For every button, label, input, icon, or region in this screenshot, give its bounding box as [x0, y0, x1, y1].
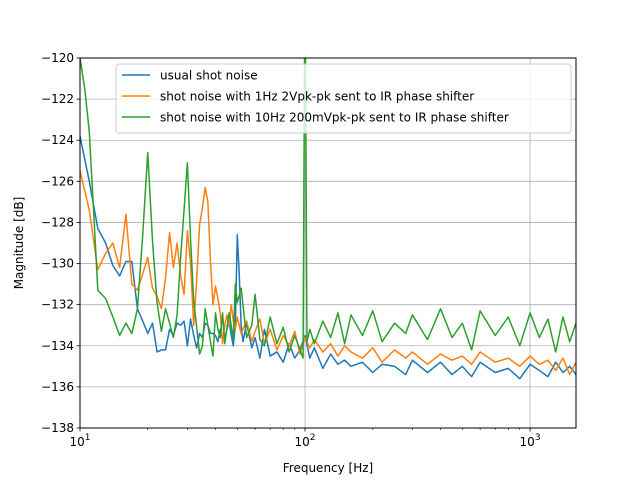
y-tick-label: −120 [41, 51, 74, 65]
series-group [80, 58, 576, 380]
y-tick-label: −122 [41, 92, 74, 106]
series-line-2 [80, 170, 576, 376]
legend-label-3: shot noise with 10Hz 200mVpk-pk sent to … [160, 111, 509, 125]
series-line-1 [80, 135, 576, 380]
x-tick-label: 101 [69, 433, 90, 449]
plot-frame [79, 57, 577, 429]
y-tick-label: −124 [41, 133, 74, 147]
legend-label-2: shot noise with 1Hz 2Vpk-pk sent to IR p… [160, 90, 474, 104]
x-tick-label: 103 [520, 433, 541, 449]
y-tick-label: −138 [41, 421, 74, 435]
ticks: −138 −136 −134 −132 −130 −128 −126 −124 −122 −120… [41, 51, 541, 449]
y-axis-label: Magnitude [dB] [12, 197, 26, 290]
y-tick-label: −136 [41, 380, 74, 394]
series-line-3 [80, 58, 576, 359]
legend-label-1: usual shot noise [160, 69, 258, 83]
y-tick-label: −126 [41, 174, 74, 188]
legend-box [115, 63, 572, 134]
y-tick-label: −130 [41, 257, 74, 271]
y-tick-label: −134 [41, 339, 74, 353]
legend: usual shot noise shot noise with 1Hz 2Vpk… [115, 63, 572, 134]
x-tick-label: 102 [295, 433, 316, 449]
x-axis-label: Frequency [Hz] [283, 461, 374, 475]
y-tick-label: −132 [41, 298, 74, 312]
y-tick-label: −128 [41, 215, 74, 229]
